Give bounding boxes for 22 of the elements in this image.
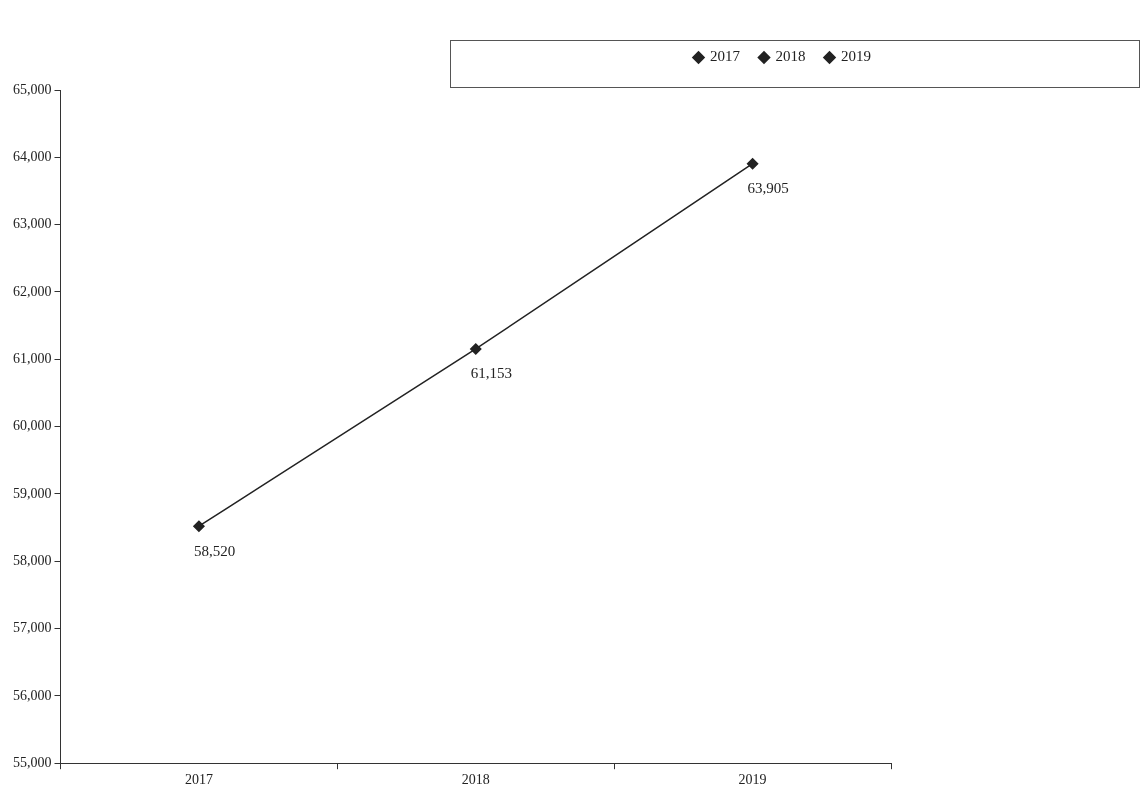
y-tick-label: 61,000 [13,350,52,366]
x-tick-label: 2017 [184,772,213,788]
legend-label: 2017 [710,48,741,65]
y-tick-label: 58,000 [13,552,52,568]
data-label: 63,905 [747,180,789,197]
y-tick-label: 65,000 [13,81,52,97]
y-tick-label: 59,000 [13,485,52,501]
y-tick-label: 56,000 [13,687,52,703]
legend-label: 2018 [775,48,806,65]
legend-label: 2019 [841,48,871,65]
point [746,157,759,170]
data-label: 58,520 [193,542,236,559]
y-tick-label: 55,000 [13,754,52,770]
x-tick-label: 2018 [461,772,490,788]
y-tick-label: 64,000 [13,148,52,164]
y-tick-label: 57,000 [13,620,52,636]
y-tick-label: 62,000 [13,283,52,299]
data-label: 61,153 [470,365,512,382]
y-tick-label: 63,000 [13,216,52,232]
y-tick-label: 60,000 [13,418,52,434]
point [193,520,205,532]
x-tick-label: 2019 [738,772,767,788]
